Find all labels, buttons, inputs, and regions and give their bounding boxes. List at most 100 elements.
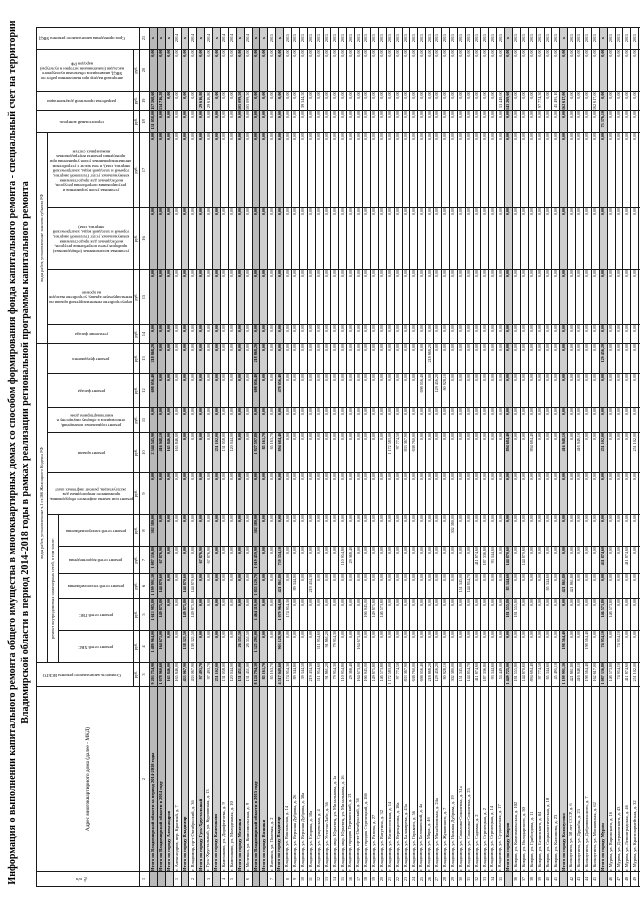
value-cell-uteplenie: 0,00 bbox=[362, 324, 371, 344]
total-cost-cell: 1 449 725,00 bbox=[504, 662, 513, 687]
value-cell-pribory: 0,00 bbox=[346, 207, 355, 270]
value-cell-vodootv: 0,00 bbox=[615, 546, 623, 574]
value-cell-proektnaya: 53 449,00 bbox=[496, 91, 505, 111]
value-cell-fasad: 0,00 bbox=[575, 373, 584, 408]
address-cell: г. Владимир, ул. Стрелецкая, д. 2 bbox=[480, 686, 489, 872]
value-cell-pribory: 0,00 bbox=[173, 207, 182, 270]
value-cell-uzly: 0,00 bbox=[188, 132, 197, 208]
value-cell-uteplenie: 0,00 bbox=[354, 324, 363, 344]
value-cell-teplo: 0,00 bbox=[496, 573, 505, 599]
address-cell: г. Владимир, ул. Егорова, д. 10а bbox=[307, 686, 316, 872]
column-header-label: ремонт сетей водоотведения bbox=[69, 558, 123, 564]
row-number-cell: 16 bbox=[346, 871, 355, 887]
value-cell-proektnaya: 0,00 bbox=[394, 91, 402, 111]
value-cell-pereustroystvo: 0,00 bbox=[583, 269, 592, 325]
value-cell-uzly: 0,00 bbox=[615, 132, 623, 208]
value-cell-krysha: 0,00 bbox=[370, 432, 379, 473]
column-number: 19 bbox=[139, 91, 150, 111]
value-cell-hvs: 26 351,50 bbox=[236, 630, 245, 663]
value-cell-krysha: 0,00 bbox=[323, 432, 331, 473]
value-cell-pereustroystvo: 0,00 bbox=[512, 269, 521, 325]
total-cost-cell: 433 067,90 bbox=[188, 662, 197, 687]
row-number-cell: 20 bbox=[378, 871, 387, 887]
value-cell-stroykontrol: 0,00 bbox=[259, 110, 268, 133]
networks-group-header: ремонт внутридомовых инженерных сетей, в… bbox=[47, 514, 59, 663]
row-number-cell: 48 bbox=[622, 871, 631, 887]
value-cell-krysha: 0,00 bbox=[512, 432, 521, 473]
value-cell-proektnaya: 29 616,80 bbox=[204, 91, 213, 111]
value-cell-uteplenie: 0,00 bbox=[402, 324, 410, 344]
value-cell-fundament: 0,00 bbox=[346, 343, 355, 374]
value-cell-podval: 0,00 bbox=[173, 407, 182, 433]
value-cell-proektnaya: 0,00 bbox=[480, 91, 489, 111]
value-cell-gvs: 0,00 bbox=[315, 598, 324, 631]
total-cost-cell: 97 493,70 bbox=[204, 662, 213, 687]
value-cell-krysha: 894 684,40 bbox=[504, 432, 513, 473]
value-cell-vodootv: 0,00 bbox=[536, 546, 545, 574]
repair-year-cell: 2015 bbox=[394, 27, 402, 50]
value-cell-fundament: 218 868,20 bbox=[252, 343, 260, 374]
row-number-cell: 26 bbox=[425, 871, 434, 887]
value-cell-hvs: 79 954,30 bbox=[330, 630, 339, 663]
value-cell-nadzor: 0,00 bbox=[536, 49, 545, 92]
value-cell-elektro: 0,00 bbox=[212, 514, 221, 547]
value-cell-lift: 0,00 bbox=[615, 472, 623, 515]
repair-year-cell: 2015 bbox=[457, 27, 466, 50]
value-cell-podval: 0,00 bbox=[299, 407, 308, 433]
value-cell-podval: 0,00 bbox=[196, 407, 205, 433]
value-cell-fasad: 0,00 bbox=[394, 373, 402, 408]
repair-year-cell: 2015 bbox=[425, 27, 434, 50]
value-cell-gvs: 0,00 bbox=[433, 598, 442, 631]
total-cost-cell: 144 870,60 bbox=[520, 662, 529, 687]
value-cell-hvs: 0,00 bbox=[528, 630, 537, 663]
row-number-cell: 40 bbox=[544, 871, 552, 887]
value-cell-fasad: 0,00 bbox=[267, 373, 276, 408]
value-cell-fundament: 0,00 bbox=[323, 343, 331, 374]
value-cell-vodootv: 0,00 bbox=[441, 546, 450, 574]
value-cell-pribory: 0,00 bbox=[204, 207, 213, 270]
repair-year-cell: 2015 bbox=[386, 27, 395, 50]
value-cell-teplo: 0,00 bbox=[402, 573, 410, 599]
value-cell-fasad: 478 056,40 bbox=[275, 373, 284, 408]
address-cell: г. Владимир, ул. Суздальская, д. 17 bbox=[496, 686, 505, 872]
address-cell: г. Муром, ул. Дзержинского, д. 43 bbox=[615, 686, 623, 872]
value-cell-stroykontrol: 0,00 bbox=[236, 110, 245, 133]
value-cell-proektnaya: 0,00 bbox=[575, 91, 584, 111]
value-cell-krysha: 0,00 bbox=[536, 432, 545, 473]
column-header-label: Срок проведения капитального ремонта МКД bbox=[39, 36, 125, 42]
address-cell: г. Владимир, ул. Верхняя Дуброва, д. 26 bbox=[291, 686, 300, 872]
value-cell-podval: 0,00 bbox=[536, 407, 545, 433]
value-cell-gvs: 0,00 bbox=[196, 598, 205, 631]
value-cell-stroykontrol: 0,00 bbox=[283, 110, 292, 133]
table-row: 9 г. Владимир, ул. Верхняя Дуброва, д. 26… bbox=[291, 27, 300, 887]
value-cell-vodootv: 0,00 bbox=[362, 546, 371, 574]
section-label-cell: Итого по городу Вязники bbox=[259, 686, 268, 872]
value-cell-uzly: 0,00 bbox=[473, 132, 481, 208]
value-cell-krysha: 1 172 583,00 bbox=[386, 432, 395, 473]
value-cell-uzly: 0,00 bbox=[465, 132, 474, 208]
value-cell-stroykontrol: 0,00 bbox=[188, 110, 197, 133]
section-label-cell: Итого по городу Гусь-Хрустальный bbox=[196, 686, 205, 872]
value-cell-uteplenie: 0,00 bbox=[583, 324, 592, 344]
value-cell-elektro: 302 380,00 bbox=[149, 514, 158, 547]
table-row: 2 г. Владимир, пр-т Октябрьский, д. 36 433… bbox=[188, 27, 197, 887]
value-cell-uteplenie: 0,00 bbox=[307, 324, 316, 344]
column-header-address: Адрес многоквартирного дома (далее - МКД… bbox=[36, 686, 140, 872]
value-cell-krysha: 0,00 bbox=[417, 432, 426, 473]
section-label-cell: Итого по Владимирской области в 2015 год… bbox=[252, 686, 260, 872]
value-cell-nadzor: 0,00 bbox=[275, 49, 284, 92]
value-cell-elektro: 0,00 bbox=[338, 514, 347, 547]
value-cell-fundament: 0,00 bbox=[259, 343, 268, 374]
value-cell-fasad: 0,00 bbox=[457, 373, 466, 408]
value-cell-elektro: 0,00 bbox=[283, 514, 292, 547]
value-cell-nadzor: 0,00 bbox=[425, 49, 434, 92]
value-cell-gvs: 174 954,30 bbox=[283, 598, 292, 631]
value-cell-gvs: 181 555,80 bbox=[512, 598, 521, 631]
value-cell-lift: 0,00 bbox=[228, 472, 237, 515]
value-cell-proektnaya: 0,00 bbox=[291, 91, 300, 111]
value-cell-gvs: 0,00 bbox=[173, 598, 182, 631]
row-number-cell bbox=[275, 871, 284, 887]
value-cell-vodootv: 0,00 bbox=[551, 546, 560, 574]
column-unit: руб. bbox=[133, 473, 139, 514]
value-cell-podval: 0,00 bbox=[165, 407, 174, 433]
